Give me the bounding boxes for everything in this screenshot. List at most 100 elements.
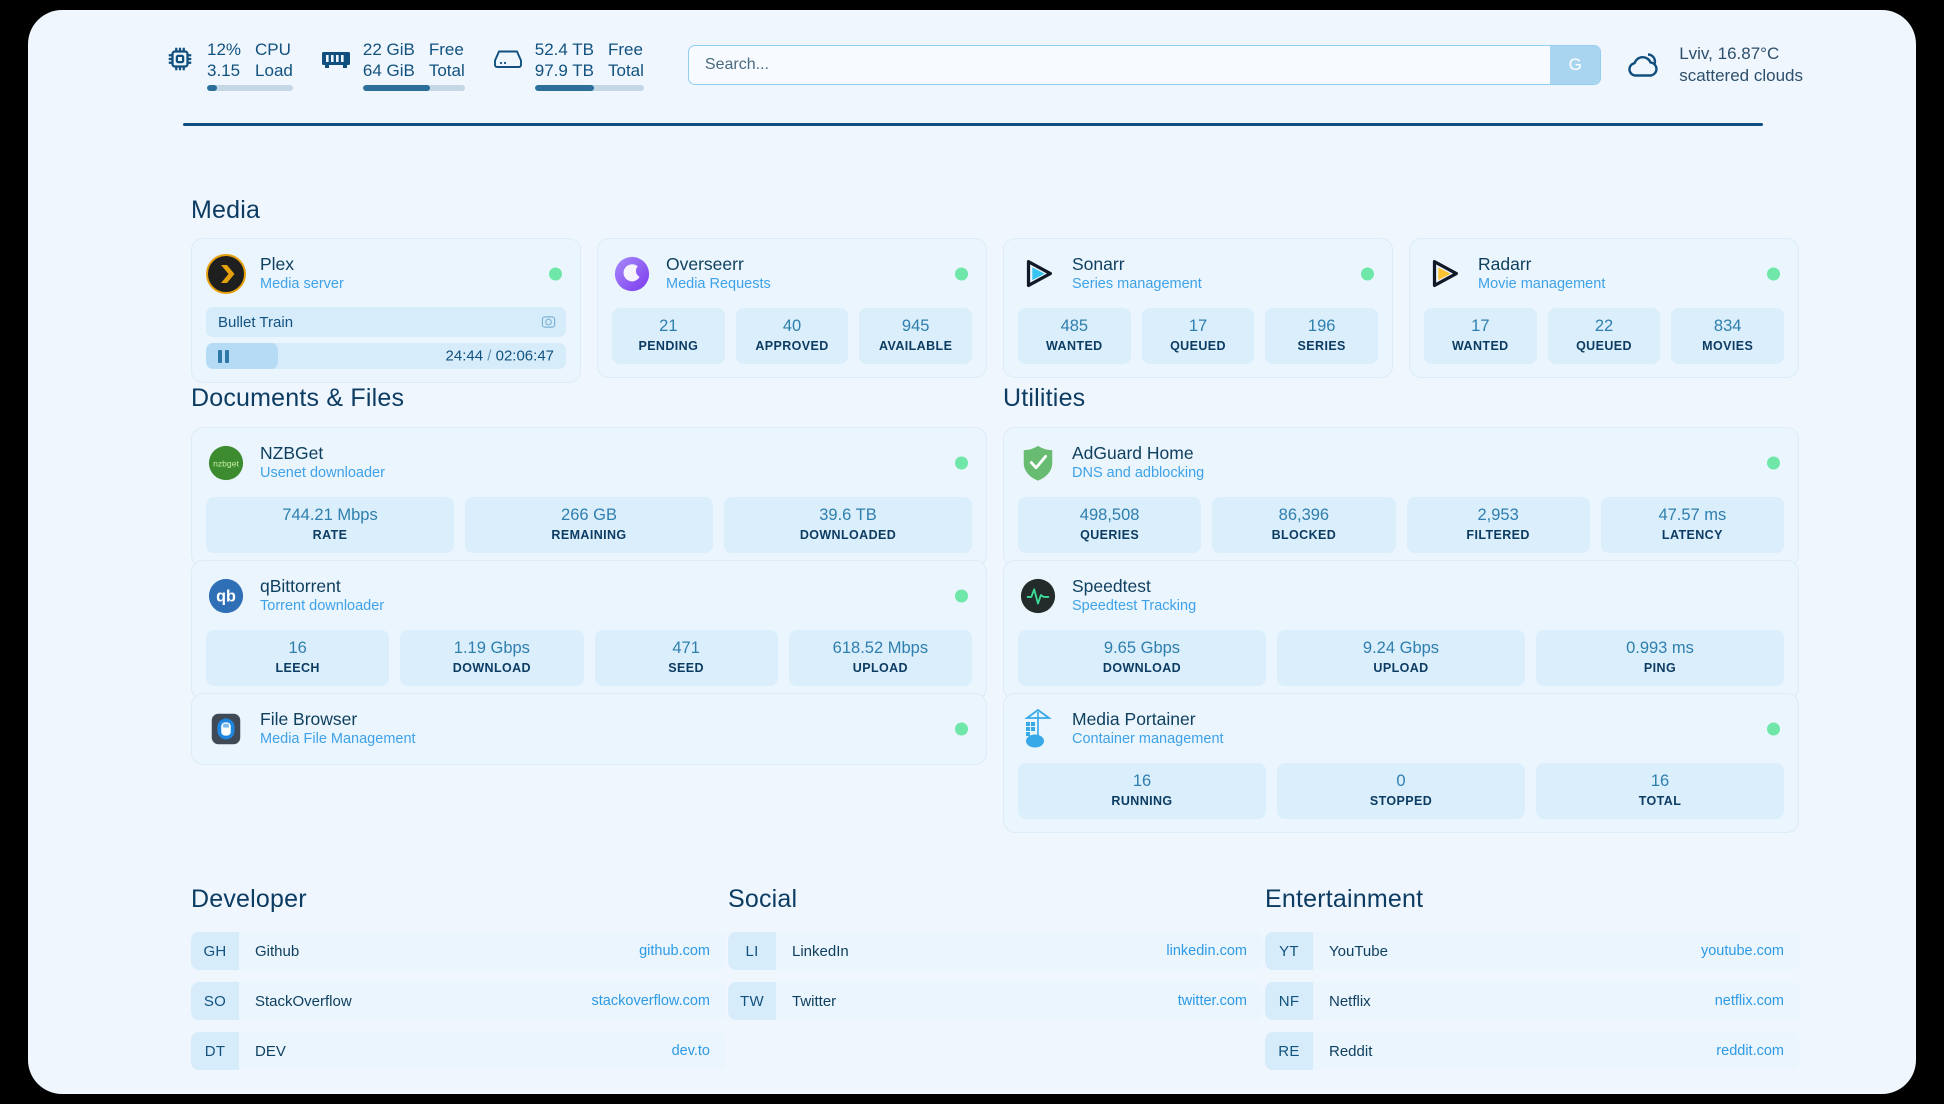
card-qbittorrent[interactable]: qb qBittorrent Torrent downloader 16 LEE… [191, 560, 987, 700]
now-playing-progress[interactable]: 24:44 / 02:06:47 [206, 343, 566, 369]
disk-value-bottom: 97.9 TB [534, 61, 594, 80]
nzbget-icon: nzbget [206, 443, 246, 483]
bookmark-item[interactable]: TW Twitter twitter.com [728, 982, 1263, 1020]
stat-value: 16 [1132, 772, 1152, 790]
disk-label-bottom: Total [608, 61, 644, 80]
card-speedtest[interactable]: Speedtest Speedtest Tracking 9.65 Gbps D… [1003, 560, 1799, 700]
search-submit-button[interactable]: G [1550, 46, 1601, 84]
bookmark-url[interactable]: reddit.com [1716, 1043, 1784, 1059]
bookmark-name: DEV [255, 1042, 286, 1060]
stat-label: FILTERED [1466, 528, 1530, 542]
stat-label: PENDING [638, 339, 699, 353]
bookmark-group-title: Social [728, 885, 798, 913]
stat-tile: 86,396 BLOCKED [1212, 497, 1396, 553]
bookmark-url[interactable]: youtube.com [1700, 943, 1784, 959]
stat-value: 2,953 [1477, 506, 1519, 524]
stat-label: DOWNLOAD [452, 661, 531, 675]
memory-value-top: 22 GiB [362, 40, 415, 59]
stat-value: 498,508 [1079, 506, 1140, 524]
bookmark-abbr: DT [191, 1032, 239, 1070]
bookmark-url[interactable]: github.com [639, 943, 710, 959]
stat-tile: 498,508 QUERIES [1018, 497, 1202, 553]
card-nzbget[interactable]: nzbget NZBGet Usenet downloader 744.21 M… [191, 427, 987, 567]
weather-widget: Lviv, 16.87°C scattered clouds [1623, 43, 1803, 87]
card-media-portainer[interactable]: Media Portainer Container management 16 … [1003, 693, 1799, 833]
card-file-browser[interactable]: File Browser Media File Management [191, 693, 987, 765]
search-input[interactable] [688, 46, 1551, 84]
card-title: Plex [260, 254, 295, 274]
stat-tile: 9.24 Gbps UPLOAD [1277, 630, 1525, 686]
cpu-label-top: CPU [255, 40, 291, 59]
stat-value: 945 [901, 317, 930, 335]
memory-usage-bar [362, 85, 465, 91]
stat-label: UPLOAD [1373, 661, 1429, 675]
bookmark-group-developer: Developer GH Github github.com SO StackO… [191, 885, 726, 1070]
plex-icon [206, 254, 246, 294]
stat-label: TOTAL [1638, 794, 1682, 808]
stat-label: STOPPED [1369, 794, 1433, 808]
card-title: NZBGet [260, 443, 324, 463]
bookmark-item[interactable]: DT DEV dev.to [191, 1032, 726, 1070]
card-radarr[interactable]: Radarr Movie management 17 WANTED 22 QUE… [1409, 238, 1799, 378]
stat-tile: 196 SERIES [1265, 308, 1379, 364]
bookmark-item[interactable]: GH Github github.com [191, 932, 726, 970]
progress-fill [206, 343, 278, 369]
card-subtitle: Container management [1072, 731, 1224, 747]
bookmark-url[interactable]: twitter.com [1177, 993, 1247, 1009]
card-title: AdGuard Home [1072, 443, 1194, 463]
stat-value: 9.24 Gbps [1362, 639, 1440, 657]
stat-value: 744.21 Mbps [282, 506, 378, 524]
card-overseerr[interactable]: Overseerr Media Requests 21 PENDING 40 A… [597, 238, 987, 378]
card-sonarr[interactable]: Sonarr Series management 485 WANTED 17 Q… [1003, 238, 1393, 378]
bookmark-item[interactable]: YT YouTube youtube.com [1265, 932, 1800, 970]
file-browser-icon [206, 709, 246, 749]
card-adguard-home[interactable]: AdGuard Home DNS and adblocking 498,508 … [1003, 427, 1799, 567]
cpu-value-bottom: 3.15 [207, 61, 241, 80]
media-section-title: Media [191, 196, 261, 224]
cpu-label-bottom: Load [255, 61, 293, 80]
bookmark-url[interactable]: netflix.com [1714, 993, 1784, 1009]
stat-label: SEED [668, 661, 704, 675]
search-bar[interactable]: G [687, 45, 1602, 85]
memory-label-bottom: Total [428, 61, 465, 80]
pause-icon[interactable] [218, 349, 229, 363]
stat-label: APPROVED [755, 339, 829, 353]
stat-label: DOWNLOAD [1102, 661, 1182, 675]
svg-text:nzbget: nzbget [213, 458, 239, 468]
bookmark-item[interactable]: RE Reddit reddit.com [1265, 1032, 1800, 1070]
bookmark-url[interactable]: dev.to [671, 1043, 710, 1059]
card-subtitle: Movie management [1478, 276, 1606, 292]
cpu-stat-group: 12% 3.15 CPU Load [163, 39, 293, 91]
card-plex[interactable]: Plex Media server Bullet Train 24:44 / 0… [191, 238, 581, 383]
bookmark-item[interactable]: LI LinkedIn linkedin.com [728, 932, 1263, 970]
elapsed-time: 24:44 [445, 347, 484, 365]
stat-label: WANTED [1046, 339, 1103, 353]
stat-value: 266 GB [561, 506, 617, 524]
stat-value: 21 [659, 317, 678, 335]
card-subtitle: Media Requests [666, 276, 771, 292]
stat-value: 16 [288, 639, 307, 657]
bookmark-name: Twitter [792, 992, 837, 1010]
stat-label: DOWNLOADED [799, 528, 897, 542]
bookmark-abbr: SO [191, 982, 239, 1020]
stat-value: 17 [1188, 317, 1208, 335]
bookmark-abbr: GH [191, 932, 239, 970]
stat-value: 22 [1594, 317, 1614, 335]
stat-label: QUERIES [1080, 528, 1140, 542]
stat-tile: 618.52 Mbps UPLOAD [788, 630, 972, 686]
bookmark-item[interactable]: NF Netflix netflix.com [1265, 982, 1800, 1020]
bookmark-name: Netflix [1329, 992, 1371, 1010]
card-title: Radarr [1478, 254, 1532, 274]
cast-icon[interactable] [541, 315, 556, 330]
now-playing-title-bar[interactable]: Bullet Train [206, 307, 566, 337]
stat-tile: 39.6 TB DOWNLOADED [724, 497, 972, 553]
stat-value: 9.65 Gbps [1103, 639, 1181, 657]
bookmark-url[interactable]: linkedin.com [1166, 943, 1247, 959]
svg-text:qb: qb [216, 588, 236, 606]
bookmark-item[interactable]: SO StackOverflow stackoverflow.com [191, 982, 726, 1020]
card-title: Overseerr [666, 254, 744, 274]
memory-label-top: Free [428, 40, 464, 59]
card-subtitle: Series management [1072, 276, 1202, 292]
stat-tile: 266 GB REMAINING [465, 497, 713, 553]
bookmark-url[interactable]: stackoverflow.com [591, 993, 710, 1009]
